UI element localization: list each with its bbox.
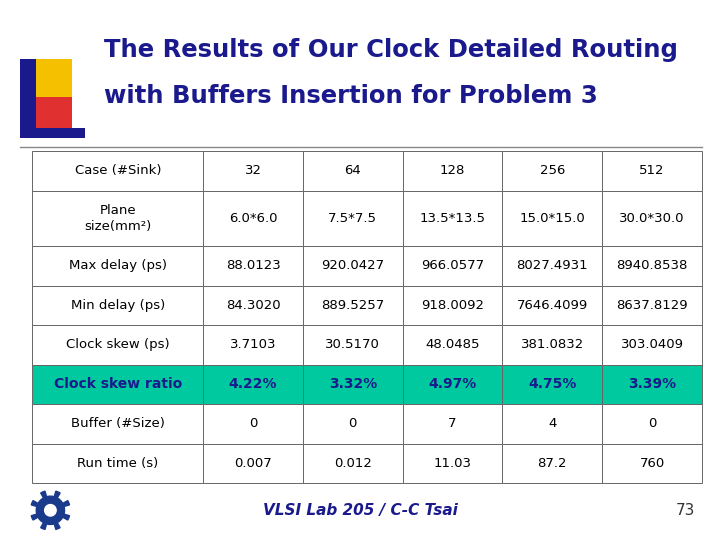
Text: 13.5*13.5: 13.5*13.5 [420,212,485,225]
Text: 512: 512 [639,165,665,178]
Text: Plane
size(mm²): Plane size(mm²) [84,204,151,233]
Text: Max delay (ps): Max delay (ps) [69,259,167,272]
Text: 0: 0 [648,417,657,430]
Text: 30.0*30.0: 30.0*30.0 [619,212,685,225]
Text: 4.22%: 4.22% [229,377,277,392]
Text: 381.0832: 381.0832 [521,339,584,352]
Text: 48.0485: 48.0485 [426,339,480,352]
Text: 889.5257: 889.5257 [321,299,384,312]
Text: 87.2: 87.2 [538,457,567,470]
Text: 3.39%: 3.39% [628,377,676,392]
Text: 256: 256 [540,165,565,178]
Text: Clock skew ratio: Clock skew ratio [54,377,182,392]
Text: 966.0577: 966.0577 [421,259,484,272]
Text: 7: 7 [449,417,456,430]
Text: 30.5170: 30.5170 [325,339,380,352]
Text: with Buffers Insertion for Problem 3: with Buffers Insertion for Problem 3 [104,84,598,107]
Text: 64: 64 [344,165,361,178]
Text: 6.0*6.0: 6.0*6.0 [229,212,277,225]
Text: 4.97%: 4.97% [428,377,477,392]
Text: 0: 0 [348,417,357,430]
Text: The Results of Our Clock Detailed Routing: The Results of Our Clock Detailed Routin… [104,38,678,62]
Text: Case (#Sink): Case (#Sink) [75,165,161,178]
Text: 88.0123: 88.0123 [225,259,280,272]
Text: 760: 760 [639,457,665,470]
Text: Run time (s): Run time (s) [77,457,158,470]
Text: 8637.8129: 8637.8129 [616,299,688,312]
Polygon shape [31,491,70,529]
Text: Clock skew (ps): Clock skew (ps) [66,339,170,352]
Text: VLSI Lab 205 / C-C Tsai: VLSI Lab 205 / C-C Tsai [263,503,457,518]
Text: 11.03: 11.03 [433,457,472,470]
Text: 73: 73 [675,503,695,518]
Text: 32: 32 [245,165,261,178]
Text: 128: 128 [440,165,465,178]
Text: 4.75%: 4.75% [528,377,577,392]
Text: 0.012: 0.012 [334,457,372,470]
Text: Min delay (ps): Min delay (ps) [71,299,165,312]
Text: 0.007: 0.007 [234,457,272,470]
Text: Buffer (#Size): Buffer (#Size) [71,417,165,430]
Text: 4: 4 [548,417,557,430]
Text: 8940.8538: 8940.8538 [616,259,688,272]
Text: 8027.4931: 8027.4931 [516,259,588,272]
Text: 918.0092: 918.0092 [421,299,484,312]
Text: 3.32%: 3.32% [328,377,377,392]
Text: 920.0427: 920.0427 [321,259,384,272]
Text: 0: 0 [249,417,257,430]
Text: 15.0*15.0: 15.0*15.0 [519,212,585,225]
Text: 7.5*7.5: 7.5*7.5 [328,212,377,225]
Text: 7646.4099: 7646.4099 [517,299,588,312]
Text: 84.3020: 84.3020 [226,299,280,312]
Text: 3.7103: 3.7103 [230,339,276,352]
Circle shape [45,504,56,516]
Text: 303.0409: 303.0409 [621,339,683,352]
